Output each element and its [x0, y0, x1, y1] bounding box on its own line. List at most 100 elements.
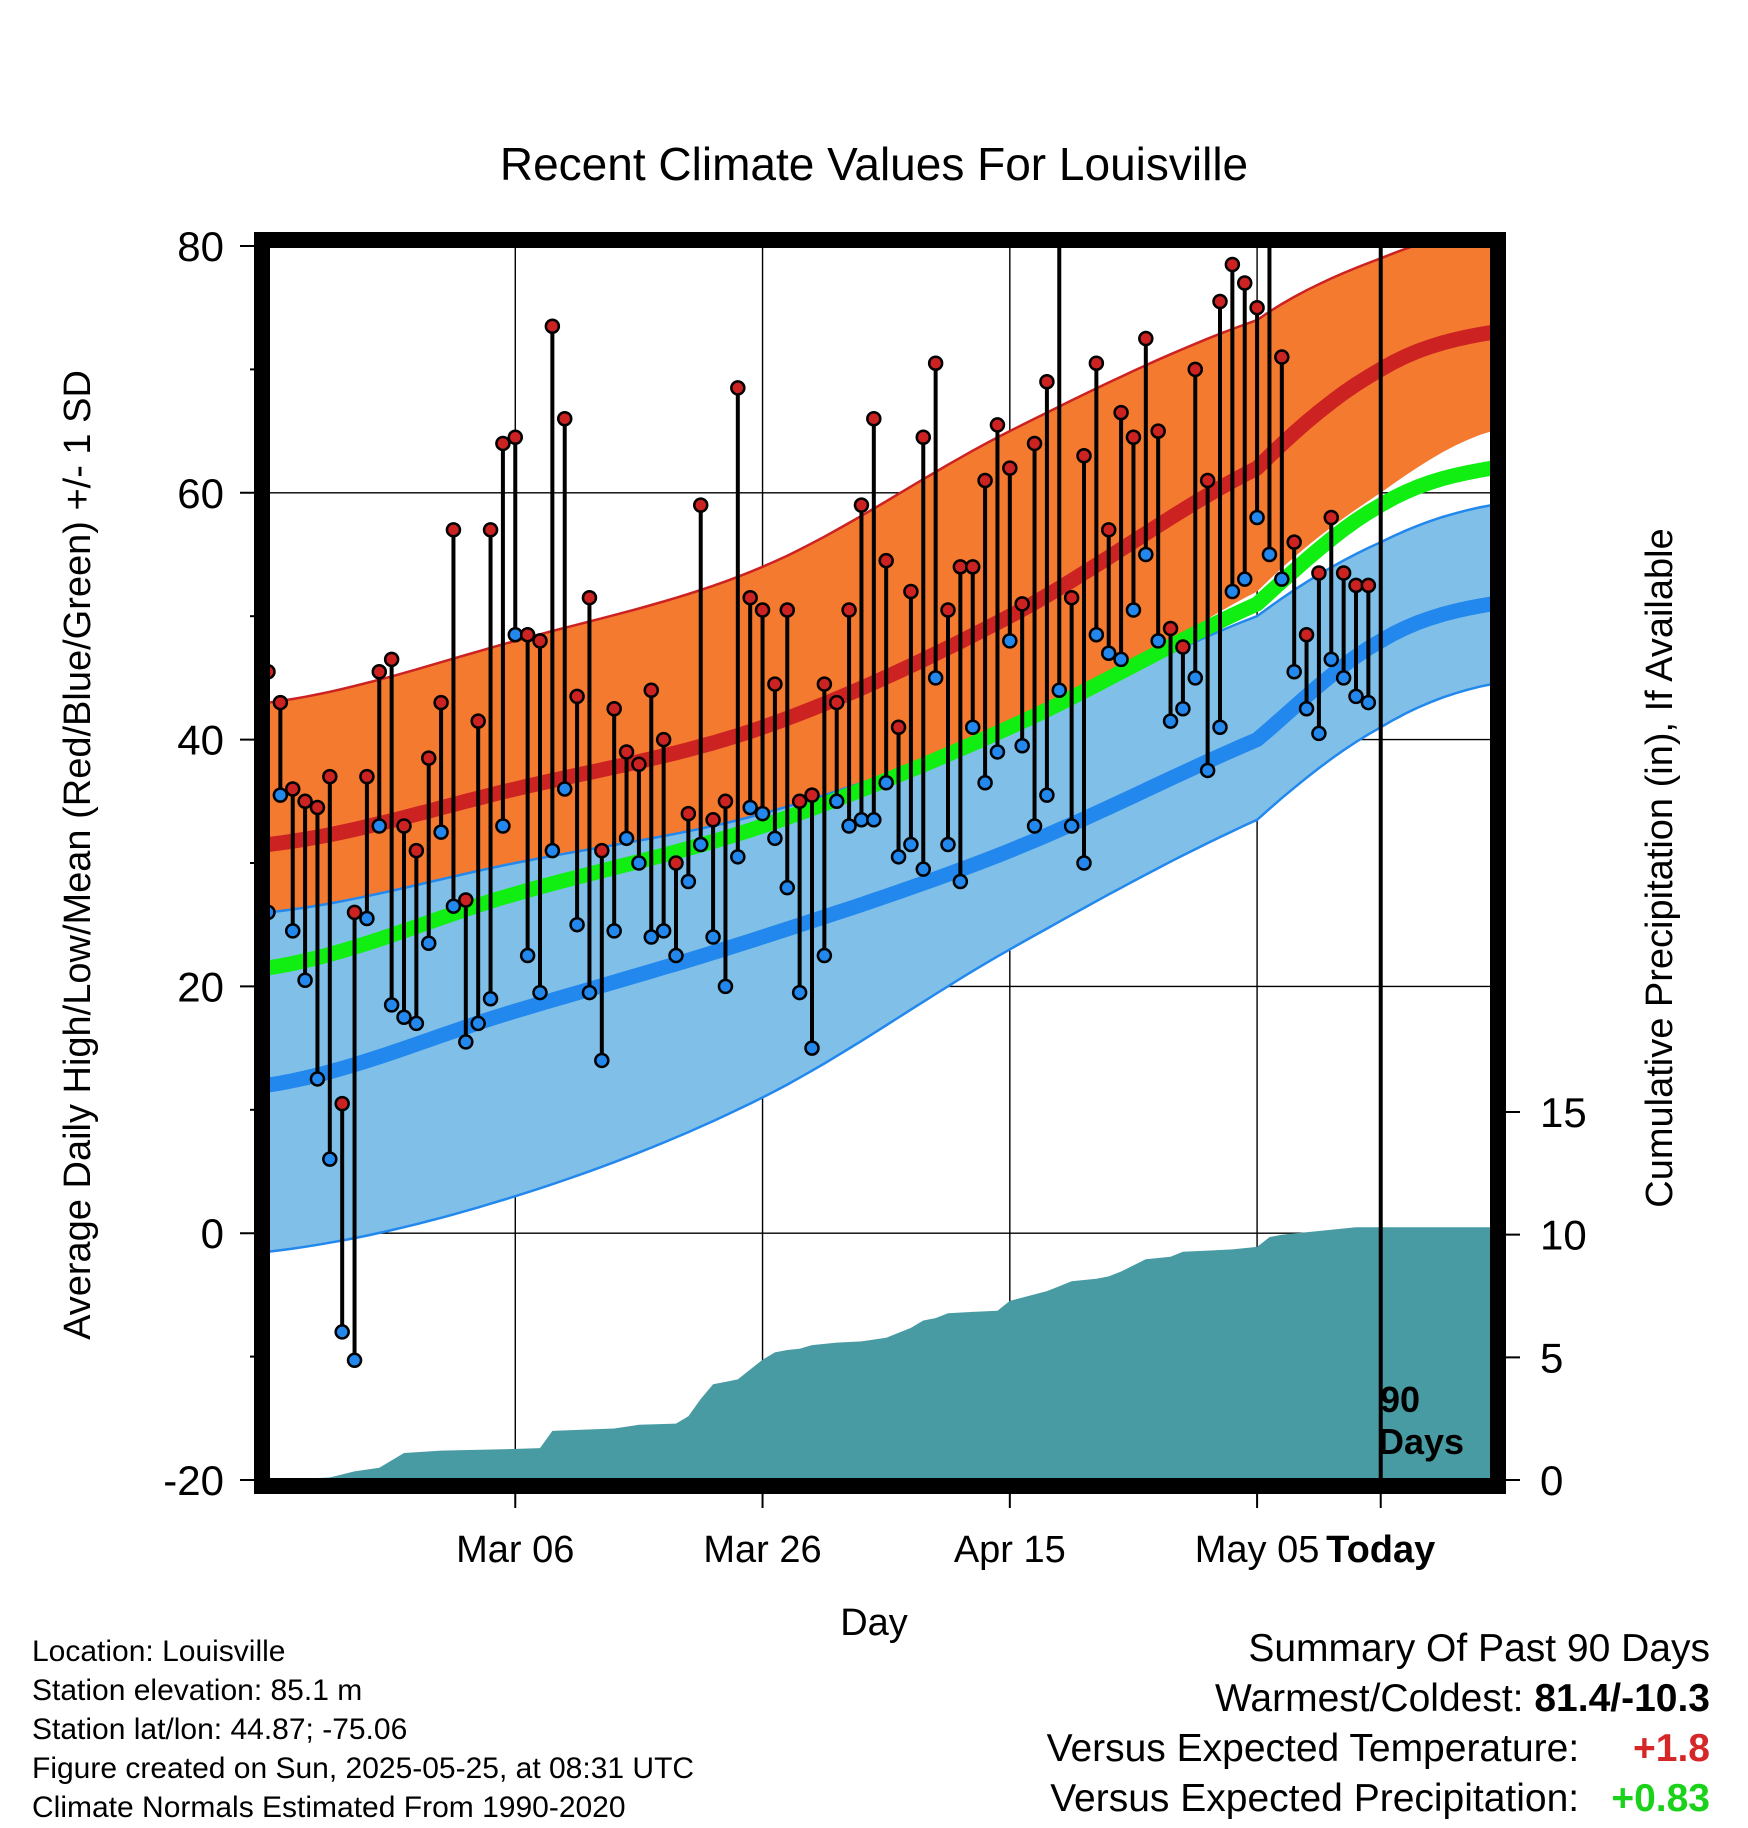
daily-low-point — [866, 812, 882, 828]
daily-high-point — [532, 633, 548, 649]
daily-low-point — [1002, 633, 1018, 649]
daily-low-point — [272, 787, 289, 803]
daily-low-point — [903, 836, 919, 853]
daily-low-point — [1026, 818, 1043, 834]
daily-low-point — [1249, 509, 1265, 526]
chart-title: Recent Climate Values For Louisville — [500, 138, 1248, 190]
daily-low-point — [1360, 694, 1377, 711]
right-tick-label: 15 — [1540, 1089, 1587, 1136]
daily-high-point — [408, 842, 425, 859]
daily-high-point — [841, 602, 857, 618]
daily-low-point — [1187, 670, 1204, 686]
summary-precip: Versus Expected Precipitation: +0.83 — [1047, 1774, 1710, 1824]
daily-low-point — [284, 923, 301, 939]
daily-low-point — [779, 879, 796, 896]
daily-high-point — [309, 799, 326, 816]
today-days-label: Days — [1378, 1421, 1464, 1462]
daily-high-point — [433, 694, 449, 711]
daily-high-point — [556, 411, 573, 427]
daily-high-point — [594, 842, 610, 859]
daily-low-point — [1224, 583, 1241, 600]
summary-temp: Versus Expected Temperature: +1.8 — [1047, 1724, 1710, 1774]
daily-low-point — [977, 775, 993, 791]
daily-low-point — [989, 744, 1006, 760]
daily-low-point — [767, 830, 783, 847]
daily-high-point — [705, 812, 721, 828]
daily-high-point — [618, 744, 635, 760]
daily-low-point — [915, 861, 932, 877]
daily-high-point — [779, 602, 796, 618]
daily-high-point — [1125, 429, 1142, 446]
daily-low-point — [940, 836, 956, 853]
daily-high-point — [322, 768, 338, 785]
daily-high-point — [989, 417, 1006, 433]
info-created: Figure created on Sun, 2025-05-25, at 08… — [32, 1752, 695, 1785]
daily-low-point — [458, 1034, 474, 1050]
right-axis-label: Cumulative Precipitation (in), If Availa… — [1639, 528, 1681, 1207]
daily-low-point — [445, 898, 462, 914]
daily-high-point — [383, 651, 400, 668]
left-tick-label: 20 — [177, 963, 224, 1010]
daily-high-point — [804, 787, 820, 803]
summary-heading: Summary Of Past 90 Days — [1248, 1627, 1710, 1670]
daily-high-point — [1014, 596, 1030, 612]
x-tick-label: Apr 15 — [954, 1529, 1066, 1571]
right-tick-label: 10 — [1540, 1212, 1587, 1259]
daily-high-point — [1026, 435, 1043, 452]
daily-low-point — [1051, 682, 1068, 698]
info-elevation: Station elevation: 85.1 m — [32, 1674, 363, 1707]
daily-low-point — [1212, 719, 1228, 736]
daily-high-point — [458, 892, 474, 908]
daily-low-point — [1323, 651, 1340, 668]
right-tick-label: 0 — [1540, 1457, 1563, 1504]
station-info: Location: Louisville Station elevation: … — [32, 1632, 694, 1827]
daily-high-point — [915, 429, 932, 446]
daily-low-point — [1311, 725, 1327, 742]
daily-high-point — [445, 522, 462, 538]
daily-low-point — [643, 929, 660, 945]
daily-low-point — [532, 984, 548, 1001]
daily-high-point — [977, 472, 993, 489]
daily-low-point — [730, 849, 746, 865]
daily-high-point — [1100, 522, 1117, 538]
daily-low-point — [1274, 571, 1290, 587]
daily-low-point — [1125, 602, 1142, 618]
daily-high-point — [791, 793, 808, 810]
daily-low-point — [1113, 651, 1129, 668]
daily-low-point — [828, 793, 845, 810]
daily-low-point — [964, 719, 981, 736]
daily-low-point — [1298, 701, 1315, 717]
daily-low-point — [804, 1040, 820, 1056]
daily-high-point — [470, 713, 486, 729]
daily-high-point — [940, 602, 956, 618]
daily-low-point — [655, 923, 672, 939]
daily-low-point — [569, 916, 585, 933]
daily-high-point — [730, 380, 746, 396]
daily-high-point — [1286, 534, 1302, 550]
daily-low-point — [668, 947, 684, 964]
daily-low-point — [1014, 738, 1030, 754]
left-tick-label: 60 — [177, 470, 224, 517]
daily-low-point — [334, 1324, 350, 1340]
daily-high-point — [742, 589, 758, 606]
daily-low-point — [1039, 787, 1055, 803]
daily-low-point — [556, 781, 573, 797]
daily-high-point — [964, 559, 981, 575]
daily-low-point — [952, 873, 969, 890]
daily-low-point — [544, 842, 561, 859]
daily-high-point — [754, 602, 771, 618]
daily-high-point — [371, 663, 388, 680]
daily-high-point — [631, 756, 647, 773]
daily-low-point — [507, 626, 524, 643]
daily-high-point — [569, 688, 585, 705]
x-tick-label: Mar 06 — [456, 1529, 574, 1571]
daily-high-point — [396, 818, 412, 834]
daily-low-point — [297, 972, 313, 988]
daily-low-point — [396, 1009, 412, 1025]
daily-high-point — [507, 429, 524, 446]
right-tick-label: 5 — [1540, 1334, 1563, 1381]
daily-high-point — [1311, 565, 1327, 581]
daily-low-point — [309, 1071, 326, 1087]
daily-low-point — [841, 818, 857, 834]
